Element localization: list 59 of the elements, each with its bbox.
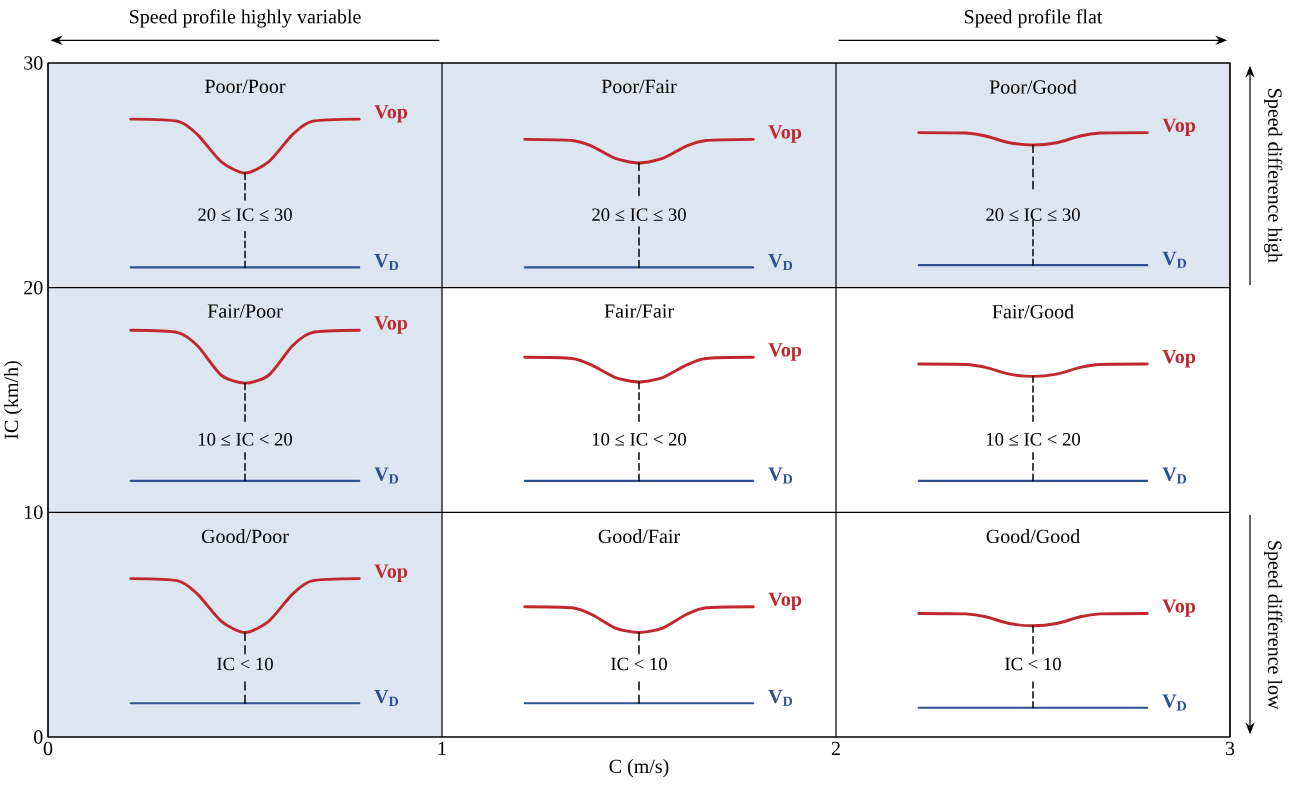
annotation: Good/Poor: [201, 529, 289, 544]
line-series: [129, 577, 361, 634]
series-label: Vop: [374, 316, 408, 334]
annotation: Fair/Fair: [604, 304, 674, 318]
series-label: Vop: [374, 564, 408, 582]
line-series: [917, 611, 1149, 628]
line-series: [129, 117, 361, 175]
annotation: Poor/Poor: [205, 79, 286, 94]
annotation: Fair/Poor: [207, 304, 283, 318]
y-tick-label: 20: [24, 280, 43, 295]
series-label: Vop: [768, 592, 802, 611]
series-label: Vop: [768, 343, 802, 361]
annotation: 10 ≤ IC < 20: [198, 433, 293, 446]
annotation: 10 ≤ IC < 20: [986, 433, 1081, 446]
y-tick-label: 0: [34, 730, 43, 744]
annotation: Poor/Fair: [601, 79, 677, 94]
line-series: [129, 328, 361, 385]
annotation: 20 ≤ IC ≤ 30: [986, 208, 1080, 221]
line-series: [917, 131, 1149, 147]
series-label: Vop: [374, 105, 408, 123]
series-label: Vop: [1162, 350, 1196, 368]
x-axis-title: C (m/s): [609, 759, 669, 778]
annotation: IC < 10: [217, 657, 273, 671]
series-label: Vop: [768, 125, 802, 143]
annotation: Fair/Good: [992, 304, 1074, 319]
line-series: [523, 605, 755, 634]
x-tick-label: 2: [831, 741, 840, 755]
annotation: 10 ≤ IC < 20: [592, 433, 687, 446]
series-label: Vop: [1162, 599, 1196, 617]
series-label: V$_{D}$: [768, 689, 793, 706]
line-series: [917, 362, 1149, 378]
annotation: IC < 10: [611, 657, 667, 671]
text: Speed profile highly variable: [130, 9, 361, 28]
annotation: Good/Fair: [598, 529, 680, 544]
line-series: [523, 137, 755, 165]
y-axis-title: IC (km/h): [4, 361, 23, 439]
series-label: V$_{D}$: [374, 467, 399, 484]
series-label: Vop: [1162, 118, 1196, 136]
series-label: V$_{D}$: [374, 254, 399, 271]
annotation: Poor/Good: [989, 79, 1077, 94]
series-label: V$_{D}$: [1162, 251, 1187, 268]
series-label: V$_{D}$: [374, 689, 399, 706]
x-tick-label: 0: [43, 741, 53, 756]
series-label: V$_{D}$: [1162, 694, 1187, 711]
series-label: V$_{D}$: [768, 254, 793, 271]
text: Speed difference high: [1264, 89, 1283, 263]
series-label: V$_{D}$: [768, 467, 793, 484]
y-tick-label: 10: [25, 505, 43, 520]
x-tick-label: 1: [438, 741, 446, 755]
annotation: Good/Good: [986, 529, 1080, 544]
series-label: V$_{D}$: [1162, 467, 1187, 484]
annotation: IC < 10: [1005, 657, 1061, 671]
text: Speed profile flat: [964, 9, 1103, 28]
x-tick-label: 3: [1225, 741, 1235, 756]
line-series: [523, 355, 755, 384]
text: Speed difference low: [1264, 541, 1283, 710]
y-tick-label: 30: [24, 56, 43, 70]
annotation: 20 ≤ IC ≤ 30: [198, 208, 292, 221]
annotation: 20 ≤ IC ≤ 30: [592, 208, 686, 221]
